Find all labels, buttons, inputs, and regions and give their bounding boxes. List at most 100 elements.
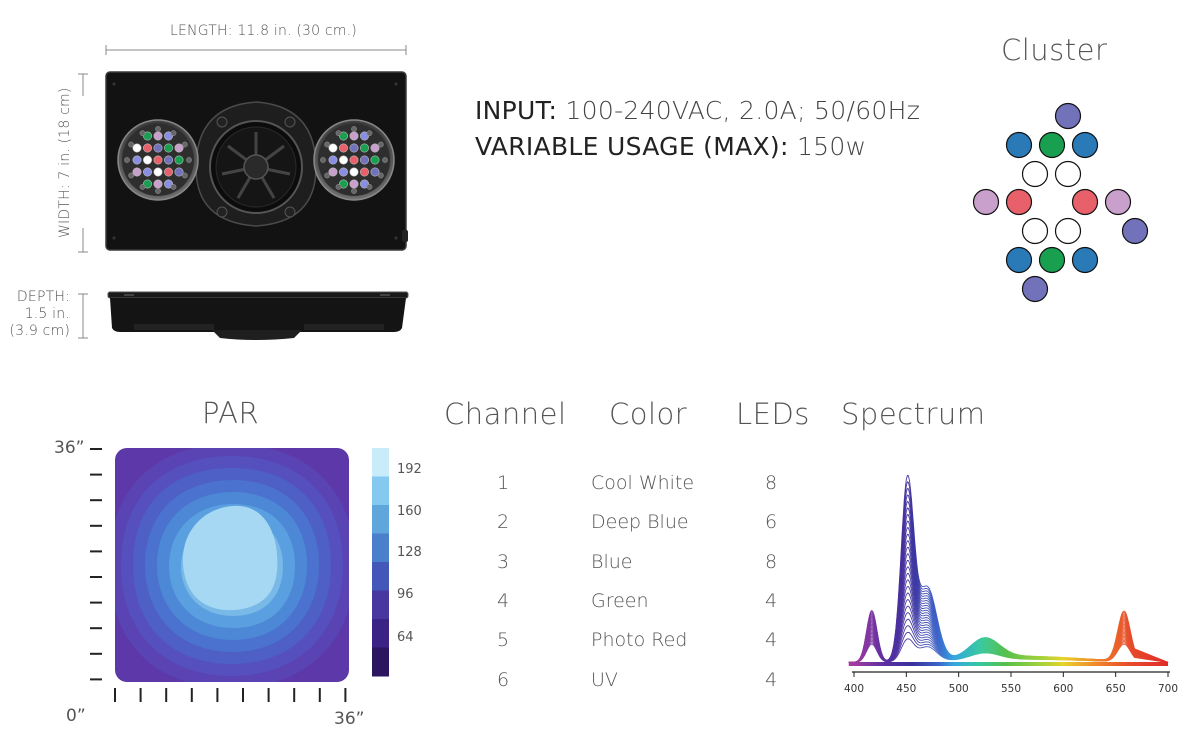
spectrum-x-tick-label: 450 [896,683,916,695]
depth-label-line3: (3.9 cm) [9,323,70,339]
usage-spec-label: VARIABLE USAGE (MAX): [475,132,789,161]
channel-number: 4 [497,589,510,612]
channel-number: 6 [497,668,510,691]
width-label: WIDTH: 7 in. (18 cm) [57,87,73,238]
cluster-led [1021,217,1049,245]
par-scale-label: 160 [397,504,422,519]
par-scale-band [372,533,389,563]
fixture-led [132,155,142,165]
fixture-led [349,131,359,141]
cluster-led [1038,246,1066,274]
fixture-led [163,155,173,165]
fixture-lens [139,130,146,137]
par-x-min-label: 0” [66,706,86,726]
par-scale-label: 96 [397,587,414,602]
channel-led-count: 4 [765,668,778,691]
fixture-led [328,143,338,153]
par-scale-label: 128 [397,545,422,560]
par-title: PAR [202,396,260,430]
fixture-lens [128,141,135,148]
fixture-led [339,155,349,165]
fixture-led [359,179,369,189]
par-color-scale: 192 160 128 96 64 [372,448,422,677]
width-dimension-line [78,73,88,253]
fixture-led [142,155,152,165]
par-scale-label: 192 [397,462,422,477]
par-scale-band [372,505,389,534]
channel-number: 3 [497,550,510,573]
fixture-led [359,143,369,153]
fixture-led [142,167,152,177]
cluster-led [1005,188,1033,216]
fixture-led [132,167,142,177]
channel-led-count: 6 [765,511,778,534]
fixture-led [142,143,152,153]
fixture-led [153,179,163,189]
fixture-led [142,179,152,189]
fixture-led [174,155,184,165]
cluster-led [1054,160,1082,188]
cluster-led [1104,188,1132,216]
fixture-lens [366,130,373,137]
color-header: Color [609,397,688,431]
fixture-lens [382,157,388,163]
leds-header: LEDs [736,397,810,431]
fixture-led [370,155,380,165]
channel-color: Blue [591,550,633,573]
input-spec-label: INPUT: [475,96,558,125]
channel-led-count: 8 [765,550,778,573]
fixture-led [349,167,359,177]
par-scale-band [372,476,389,506]
led-pod-left [117,119,199,201]
channel-color: Cool White [591,472,695,494]
fixture-led [339,179,349,189]
spectrum-chart: 400 450 500 550 600 650 700 [844,474,1178,695]
par-scale-band [372,619,389,648]
fixture-led [349,155,359,165]
fixture-lens [170,183,177,190]
usage-spec: VARIABLE USAGE (MAX): 150w [475,132,866,161]
channel-number: 2 [497,511,510,534]
fixture-lens [155,126,161,132]
fixture-led [339,143,349,153]
spectrum-x-tick-label: 700 [1158,683,1178,695]
fixture-lens [377,141,384,148]
fixture-led [163,131,173,141]
channel-color: UV [591,668,618,691]
fixture-side-view [107,291,409,340]
fixture-led [328,155,338,165]
cluster-led [1121,217,1149,245]
channel-header: Channel [444,397,567,431]
fixture-led [132,143,142,153]
channel-color: Deep Blue [591,511,689,534]
fixture-lens [324,172,331,179]
par-scale-band [372,590,389,620]
par-scale-band [372,448,389,477]
spectrum-header: Spectrum [841,397,986,431]
cluster-led [1038,131,1066,159]
fixture-led [153,131,163,141]
channel-led-count: 4 [765,589,778,612]
length-label: LENGTH: 11.8 in. (30 cm.) [170,23,357,39]
fixture-lens [181,172,188,179]
spectrum-x-tick-label: 650 [1106,683,1126,695]
par-x-max-label: 36” [334,709,365,729]
cluster-led [972,188,1000,216]
fixture-led [153,167,163,177]
channel-color: Photo Red [591,629,688,652]
channel-number: 1 [497,472,510,494]
fixture-lens [181,141,188,148]
fixture-top-view [105,71,408,251]
fixture-led [163,143,173,153]
fixture-led [142,131,152,141]
fixture-led [163,167,173,177]
length-dimension-line [105,45,407,55]
depth-label-line1: DEPTH: [16,289,70,305]
fixture-led [370,167,380,177]
fixture-led [153,155,163,165]
par-scale-band [372,647,389,677]
depth-label: DEPTH: 1.5 in. (3.9 cm) [8,289,70,340]
fixture-lens [186,157,192,163]
fixture-lens [351,126,357,132]
fixture-lens [128,172,135,179]
